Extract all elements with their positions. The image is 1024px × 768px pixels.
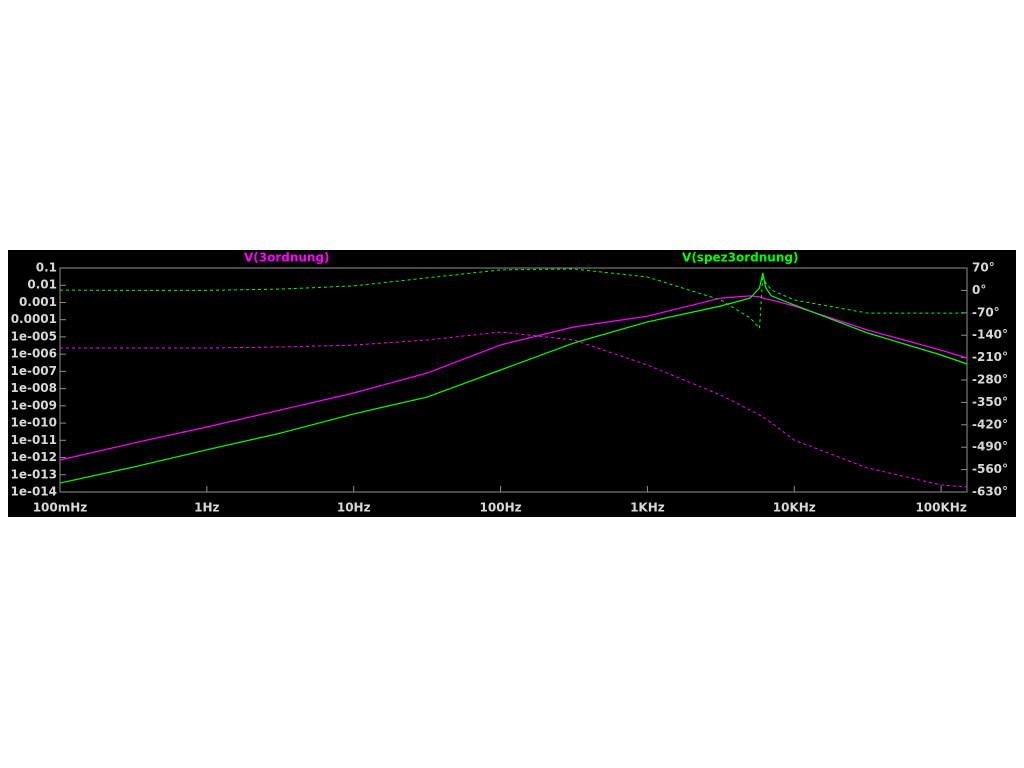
legend-label: V(spez3ordnung) [682, 251, 798, 265]
y-tick-label: 0.1 [36, 261, 57, 275]
x-tick-label: 10KHz [773, 501, 816, 515]
phase-line [60, 331, 968, 488]
y2-tick-label: 0° [972, 283, 986, 297]
magnitude-line [59, 272, 968, 484]
y2-tick-label: -490° [972, 440, 1008, 454]
x-tick-label: 1KHz [630, 501, 665, 515]
y-tick-label: 1e-011 [10, 433, 57, 447]
y2-tick-label: -210° [972, 350, 1008, 364]
y2-tick-label: -280° [972, 373, 1008, 387]
x-tick-label: 100mHz [33, 501, 88, 515]
y2-tick-label: 70° [972, 261, 995, 275]
legend-label: V(3ordnung) [244, 251, 330, 265]
magnitude-line [59, 295, 968, 461]
x-tick-label: 1Hz [194, 501, 219, 515]
y-tick-label: 1e-007 [10, 364, 57, 378]
x-tick-label: 10Hz [337, 501, 371, 515]
y-tick-label: 1e-013 [10, 467, 57, 481]
plot-panel [8, 250, 1016, 517]
y2-tick-label: -140° [972, 328, 1008, 342]
y2-tick-label: -630° [972, 485, 1008, 499]
x-tick-label: 100KHz [915, 501, 966, 515]
y2-tick-label: -560° [972, 462, 1008, 476]
x-tick-label: 100Hz [480, 501, 522, 515]
y2-tick-label: -420° [972, 417, 1008, 431]
y-tick-label: 0.001 [19, 295, 57, 309]
y-tick-label: 1e-006 [10, 347, 57, 361]
y-tick-label: 0.0001 [11, 312, 57, 326]
y2-tick-label: -70° [972, 305, 1000, 319]
y-tick-label: 0.01 [27, 278, 57, 292]
y-tick-label: 1e-012 [10, 450, 57, 464]
y-tick-label: 1e-005 [10, 329, 57, 343]
y-tick-label: 1e-014 [10, 485, 57, 499]
y-tick-label: 1e-010 [10, 416, 57, 430]
y2-tick-label: -350° [972, 395, 1008, 409]
y-tick-label: 1e-009 [10, 398, 57, 412]
y-tick-label: 1e-008 [10, 381, 57, 395]
